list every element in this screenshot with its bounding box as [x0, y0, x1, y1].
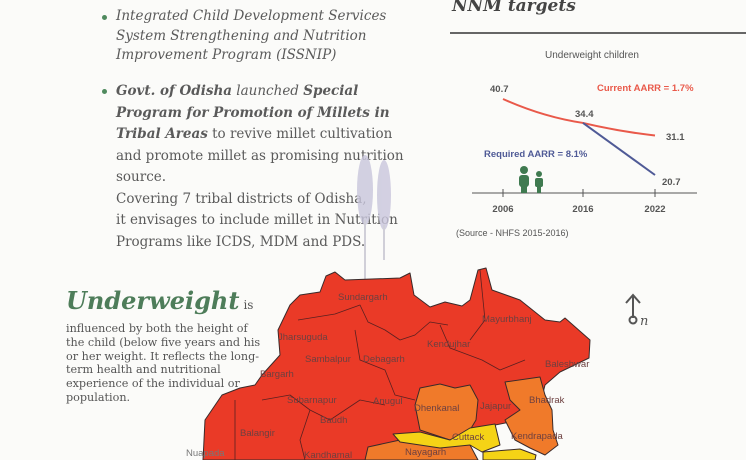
millet-stalk-icon: [357, 155, 391, 285]
x-tick-label: 2016: [572, 204, 593, 215]
district-label: Kandhamal: [304, 450, 352, 460]
underweight-title: Underweight: [66, 286, 240, 315]
bullet-icon: [102, 89, 107, 94]
district-label: Kendrapada: [511, 431, 563, 442]
district-label: Bhadrak: [529, 395, 565, 406]
coverage-line-3: Programs like ICDS, MDM and PDS.: [116, 233, 366, 250]
district-label: Dhenkanal: [414, 403, 459, 414]
district-label: Anugul: [373, 396, 403, 407]
chart-title: Underweight children: [545, 50, 639, 61]
govt-odisha-text: Govt. of Odisha: [116, 83, 233, 99]
district-label: Kendujhar: [427, 339, 470, 350]
millet-program-description: to revive millet cultivation and promote…: [116, 126, 404, 185]
district-label: Nuapada: [186, 448, 225, 459]
district-label: Sambalpur: [305, 354, 351, 365]
program-item-millets: Govt. of Odisha launched Special Program…: [102, 81, 416, 253]
map-region-low: [392, 423, 501, 453]
data-label: 31.1: [666, 132, 685, 143]
launched-text: launched: [232, 83, 304, 99]
district-label: Sundargarh: [338, 292, 388, 303]
x-tick-label: 2006: [492, 204, 513, 215]
district-label: Mayurbhanj: [482, 314, 532, 325]
data-label: 20.7: [662, 177, 681, 188]
divider: [450, 32, 746, 34]
map-region-medium: [504, 376, 559, 456]
district-label: Jajapur: [480, 401, 511, 412]
district-label: Subarnapur: [287, 395, 337, 406]
x-tick-label: 2022: [644, 204, 665, 215]
series-label: Required AARR = 8.1%: [484, 149, 588, 160]
district-label: Nayagarh: [405, 447, 446, 458]
data-label: 34.4: [575, 109, 594, 120]
chart-source: (Source - NHFS 2015-2016): [456, 228, 569, 238]
data-label: 40.7: [490, 84, 509, 95]
map-region-low: [482, 448, 537, 460]
program-issnip-text: Integrated Child Development Services Sy…: [116, 8, 387, 63]
district-label: Baudh: [320, 415, 347, 426]
underweight-heading: Underweight is: [66, 286, 253, 315]
program-item-issnip: Integrated Child Development Services Sy…: [102, 7, 416, 66]
district-label: Baleshwar: [545, 359, 589, 370]
series-line-current: [502, 98, 656, 137]
district-label: Debagarh: [363, 354, 405, 365]
bullet-icon: [102, 15, 107, 20]
underweight-is: is: [243, 298, 254, 312]
district-label: Cuttack: [452, 432, 484, 443]
north-arrow-icon: [625, 293, 641, 325]
district-label: Jharsuguda: [278, 332, 328, 343]
series-line-required: [582, 122, 656, 176]
millet-program-name: Special Program for Promotion of Millets…: [116, 83, 390, 142]
coverage-line-1: Covering 7 tribal districts of Odisha,: [116, 190, 367, 207]
map-region-high: [202, 267, 591, 460]
underweight-description: influenced by both the height of the chi…: [66, 322, 261, 404]
underweight-chart: Underweight children 2006 2016 2022 40.7 34.…: [456, 50, 697, 238]
coverage-line-2: it envisages to include millet in Nutrit…: [116, 212, 398, 228]
nnm-title: NNM targets: [452, 0, 576, 16]
district-label: Balangir: [240, 428, 275, 439]
north-label: n: [640, 314, 648, 329]
district-label: Bargarh: [260, 369, 294, 380]
children-icon: [519, 166, 543, 193]
series-label: Current AARR = 1.7%: [597, 83, 694, 94]
map-region-medium: [414, 383, 479, 441]
